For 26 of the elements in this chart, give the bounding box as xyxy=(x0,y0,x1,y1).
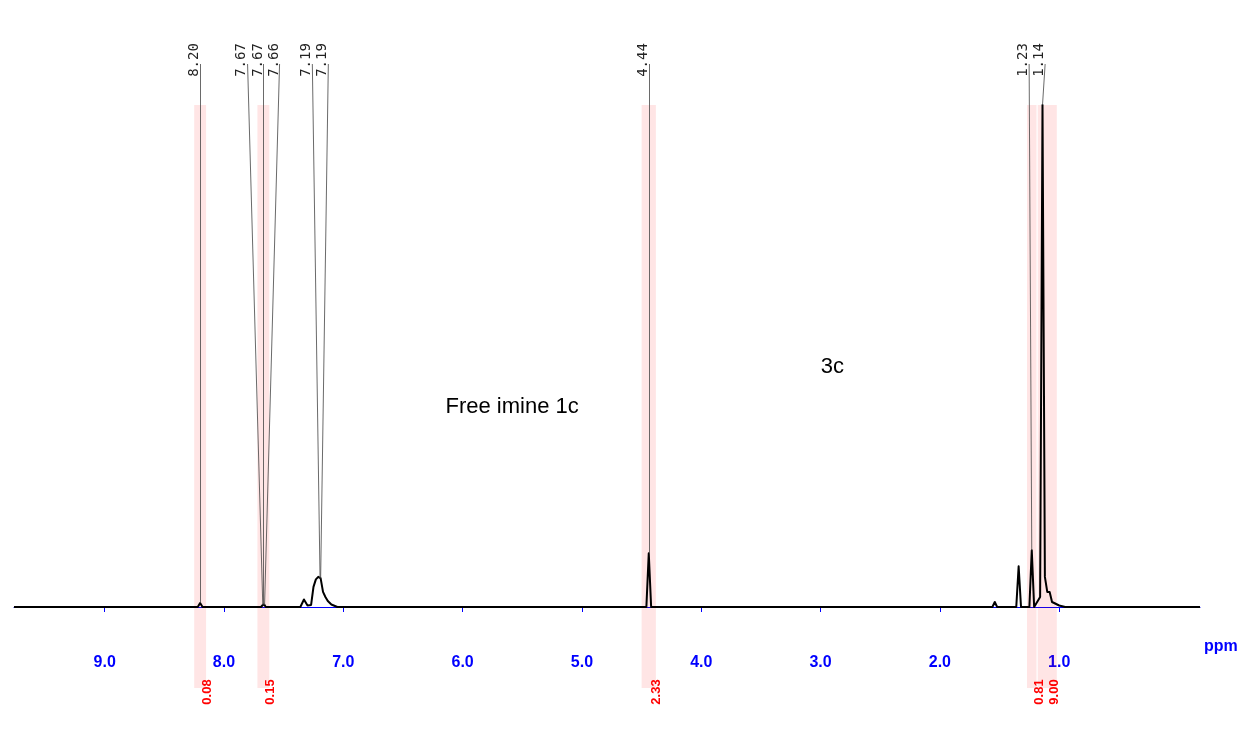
annotation: 1.23 xyxy=(1014,43,1031,77)
annotation: 1.14 xyxy=(1030,43,1047,77)
annotation: 8.20 xyxy=(185,43,202,77)
x-tick-label: 7.0 xyxy=(332,652,355,670)
x-tick-label: 6.0 xyxy=(451,652,474,670)
x-tick-label: 4.0 xyxy=(690,652,713,670)
x-tick-label: 8.0 xyxy=(212,652,236,670)
x-tick-label: 1.0 xyxy=(1048,652,1071,670)
x-tick-label: 3.0 xyxy=(809,652,832,670)
annotation: 7.67 xyxy=(248,43,265,77)
x-tick-label: 9.0 xyxy=(93,652,116,670)
band-label: 0.81 xyxy=(1030,679,1046,705)
annotation: 7.66 xyxy=(264,43,281,77)
band-label: 2.33 xyxy=(647,679,663,705)
annotation: 3c xyxy=(820,352,844,378)
x-axis-title: ppm xyxy=(1204,636,1238,654)
annotation: 7.19 xyxy=(297,43,314,77)
band-label: 9.00 xyxy=(1046,679,1062,705)
annotation: Free imine 1c xyxy=(445,392,579,418)
x-tick-label: 5.0 xyxy=(570,652,594,670)
x-tick-label: 2.0 xyxy=(928,652,952,670)
band-label: 0.08 xyxy=(199,679,215,705)
annotation: 7.19 xyxy=(313,43,330,77)
annotation: 4.44 xyxy=(633,43,650,77)
annotation: 7.67 xyxy=(232,43,249,77)
band-label: 0.15 xyxy=(262,679,278,705)
